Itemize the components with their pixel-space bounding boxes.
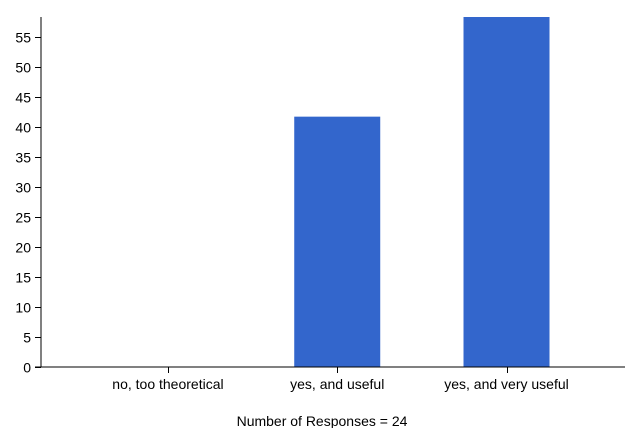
y-axis: 0 5 10 15 20 25 30 35 40 45 50 55 (15, 17, 42, 376)
y-tick-label: 30 (15, 180, 31, 196)
y-tick-label: 40 (15, 120, 31, 136)
bar-2 (294, 116, 381, 367)
bar-3 (463, 17, 550, 367)
y-tick-label: 5 (23, 330, 31, 346)
x-axis: no, too theoretical yes, and useful yes, a… (35, 366, 625, 392)
y-tick-label: 0 (23, 360, 31, 376)
y-tick-label: 55 (15, 30, 31, 46)
y-tick-label: 20 (15, 240, 31, 256)
response-count-footnote: Number of Responses = 24 (237, 413, 408, 428)
y-tick-label: 15 (15, 270, 31, 286)
y-tick-label: 10 (15, 300, 31, 316)
y-tick-label: 50 (15, 60, 31, 76)
y-tick-label: 35 (15, 150, 31, 166)
bars-group (294, 17, 550, 367)
y-tick-label: 45 (15, 90, 31, 106)
x-category-label: yes, and useful (290, 376, 384, 392)
x-category-label: yes, and very useful (444, 376, 569, 392)
y-tick-label: 25 (15, 210, 31, 226)
x-category-label: no, too theoretical (112, 376, 223, 392)
